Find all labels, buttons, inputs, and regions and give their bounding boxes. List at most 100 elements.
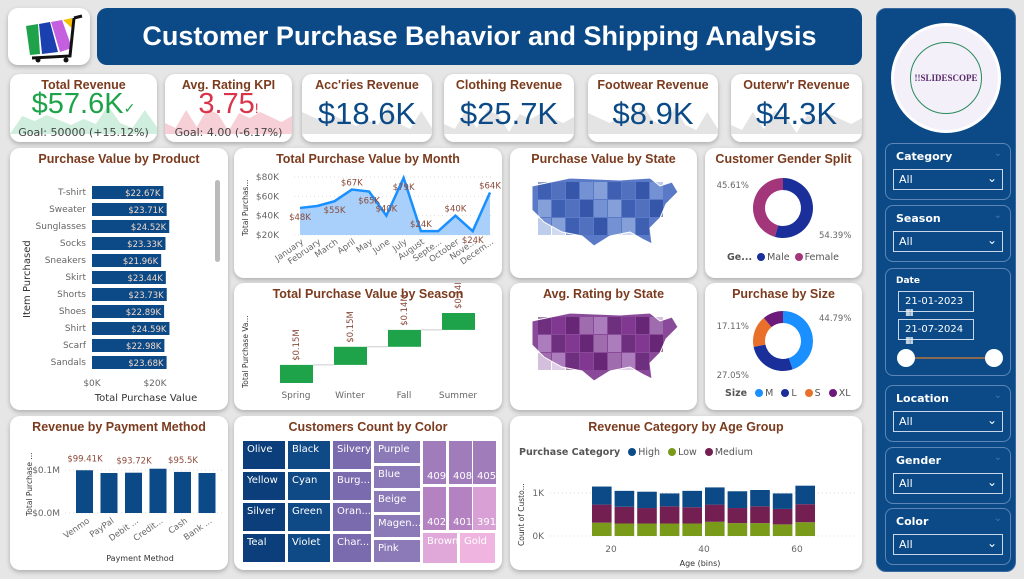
treemap-cell[interactable]: Magen...	[373, 514, 421, 539]
stacked-segment[interactable]	[750, 523, 770, 536]
stacked-segment[interactable]	[592, 486, 612, 505]
stacked-segment[interactable]	[659, 523, 680, 536]
collapse-chevron-icon[interactable]: ⌄	[993, 452, 1002, 463]
waterfall-bar[interactable]	[280, 364, 313, 383]
bar[interactable]	[92, 254, 162, 267]
treemap-cell[interactable]: Violet	[287, 533, 331, 563]
rating-map[interactable]: Avg. Rating by State	[510, 283, 697, 410]
state-map[interactable]: Purchase Value by State	[510, 148, 697, 278]
stacked-segment[interactable]	[705, 487, 725, 505]
treemap-cell[interactable]: 391	[472, 486, 497, 531]
waterfall-bar[interactable]	[388, 329, 421, 347]
state-region[interactable]	[636, 200, 649, 217]
state-region[interactable]	[608, 353, 621, 370]
state-region[interactable]	[594, 200, 607, 217]
stacked-segment[interactable]	[682, 507, 702, 524]
stacked-segment[interactable]	[705, 504, 725, 522]
treemap-cell[interactable]: Teal	[242, 533, 286, 563]
treemap-cell[interactable]: Cyan	[287, 471, 331, 501]
collapse-chevron-icon[interactable]: ⌄	[993, 210, 1002, 221]
state-region[interactable]	[552, 353, 565, 370]
donut-slice[interactable]	[774, 178, 813, 238]
state-region[interactable]	[538, 317, 551, 334]
stacked-segment[interactable]	[772, 493, 793, 509]
start-date-input[interactable]: 21-01-2023 ▦	[898, 291, 974, 318]
range-start-handle[interactable]	[897, 349, 915, 367]
state-region[interactable]	[552, 218, 565, 235]
collapse-chevron-icon[interactable]: ⌄	[993, 148, 1002, 159]
treemap-cell[interactable]: Green	[287, 502, 331, 532]
stacked-segment[interactable]	[772, 508, 793, 525]
treemap-cell[interactable]: 402	[422, 486, 447, 531]
slicer-dropdown[interactable]: All ⌄	[893, 169, 1003, 190]
bar[interactable]	[92, 186, 164, 199]
stacked-segment[interactable]	[727, 508, 748, 524]
state-region[interactable]	[636, 317, 649, 334]
state-region[interactable]	[608, 200, 621, 217]
treemap-cell[interactable]: 408	[448, 440, 473, 485]
stacked-segment[interactable]	[659, 506, 680, 524]
state-region[interactable]	[538, 182, 551, 199]
slicer-dropdown[interactable]: All ⌄	[893, 534, 1003, 555]
stacked-segment[interactable]	[727, 523, 748, 536]
treemap-cell[interactable]: Oran...	[332, 502, 372, 532]
bar[interactable]	[92, 220, 170, 233]
stacked-segment[interactable]	[659, 493, 680, 507]
slicer-dropdown[interactable]: All ⌄	[893, 231, 1003, 252]
stacked-segment[interactable]	[614, 490, 635, 507]
state-region[interactable]	[608, 182, 621, 199]
state-region[interactable]	[622, 353, 635, 370]
bar[interactable]	[100, 473, 118, 513]
state-region[interactable]	[580, 317, 593, 334]
state-region[interactable]	[538, 335, 551, 352]
state-region[interactable]	[566, 200, 579, 217]
state-region[interactable]	[538, 353, 551, 370]
state-region[interactable]	[650, 182, 663, 199]
calendar-icon[interactable]: ▦	[905, 308, 914, 318]
treemap-cell[interactable]: Yellow	[242, 471, 286, 501]
state-region[interactable]	[622, 335, 635, 352]
state-region[interactable]	[566, 218, 579, 235]
slicer-dropdown[interactable]: All ⌄	[893, 473, 1003, 494]
state-region[interactable]	[636, 335, 649, 352]
donut-slice[interactable]	[783, 311, 813, 370]
stacked-segment[interactable]	[795, 504, 815, 523]
calendar-icon[interactable]: ▦	[905, 336, 914, 346]
end-date-input[interactable]: 21-07-2024 ▦	[898, 319, 974, 346]
bar[interactable]	[125, 472, 142, 513]
state-region[interactable]	[650, 317, 663, 334]
state-region[interactable]	[538, 218, 551, 235]
state-region[interactable]	[622, 218, 635, 235]
state-region[interactable]	[566, 353, 579, 370]
stacked-segment[interactable]	[592, 522, 612, 536]
treemap-cell[interactable]: Black	[287, 440, 331, 470]
stacked-segment[interactable]	[637, 508, 657, 524]
stacked-segment[interactable]	[750, 506, 770, 524]
bar[interactable]	[92, 339, 165, 352]
treemap-cell[interactable]: 409	[422, 440, 447, 485]
range-end-handle[interactable]	[985, 349, 1003, 367]
state-region[interactable]	[636, 218, 649, 235]
state-region[interactable]	[594, 218, 607, 235]
state-region[interactable]	[538, 200, 551, 217]
state-region[interactable]	[566, 335, 579, 352]
treemap-cell[interactable]: 405	[472, 440, 497, 485]
state-region[interactable]	[608, 335, 621, 352]
stacked-segment[interactable]	[795, 522, 815, 536]
state-region[interactable]	[580, 218, 593, 235]
state-region[interactable]	[622, 182, 635, 199]
treemap-cell[interactable]: Char...	[332, 533, 372, 563]
stacked-segment[interactable]	[795, 485, 815, 505]
state-region[interactable]	[594, 353, 607, 370]
treemap-cell[interactable]: Pink	[373, 539, 421, 563]
bar[interactable]	[149, 468, 167, 513]
stacked-segment[interactable]	[614, 506, 635, 524]
state-region[interactable]	[594, 182, 607, 199]
bar[interactable]	[92, 203, 167, 216]
bar[interactable]	[174, 471, 191, 513]
donut-slice[interactable]	[753, 317, 772, 347]
state-region[interactable]	[552, 317, 565, 334]
bar[interactable]	[76, 470, 93, 513]
stacked-segment[interactable]	[637, 491, 657, 509]
state-region[interactable]	[608, 218, 621, 235]
